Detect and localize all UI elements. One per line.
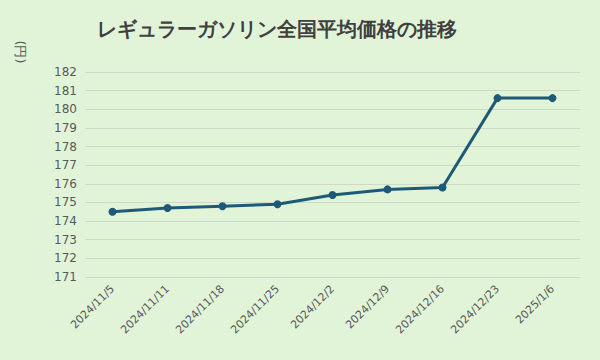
svg-text:177: 177 bbox=[54, 158, 77, 172]
svg-text:2024/12/16: 2024/12/16 bbox=[393, 282, 447, 336]
svg-text:2024/12/2: 2024/12/2 bbox=[288, 282, 337, 331]
svg-text:182: 182 bbox=[54, 65, 77, 79]
svg-text:171: 171 bbox=[54, 270, 77, 284]
svg-text:2024/11/25: 2024/11/25 bbox=[228, 282, 282, 336]
svg-text:2024/11/5: 2024/11/5 bbox=[68, 282, 117, 331]
svg-text:176: 176 bbox=[54, 177, 77, 191]
svg-text:174: 174 bbox=[54, 214, 77, 228]
svg-text:178: 178 bbox=[54, 140, 77, 154]
svg-text:179: 179 bbox=[54, 121, 77, 135]
svg-text:173: 173 bbox=[54, 233, 77, 247]
svg-text:181: 181 bbox=[54, 84, 77, 98]
svg-text:2025/1/6: 2025/1/6 bbox=[513, 282, 557, 326]
svg-text:175: 175 bbox=[54, 195, 77, 209]
svg-text:172: 172 bbox=[54, 251, 77, 265]
svg-text:(円): (円) bbox=[13, 40, 28, 63]
svg-text:レギュラーガソリン全国平均価格の推移: レギュラーガソリン全国平均価格の推移 bbox=[97, 17, 457, 41]
svg-text:2024/12/9: 2024/12/9 bbox=[343, 282, 392, 331]
svg-text:180: 180 bbox=[54, 102, 77, 116]
svg-text:2024/12/23: 2024/12/23 bbox=[448, 282, 502, 336]
svg-text:2024/11/18: 2024/11/18 bbox=[173, 282, 227, 336]
svg-text:2024/11/11: 2024/11/11 bbox=[118, 282, 172, 336]
